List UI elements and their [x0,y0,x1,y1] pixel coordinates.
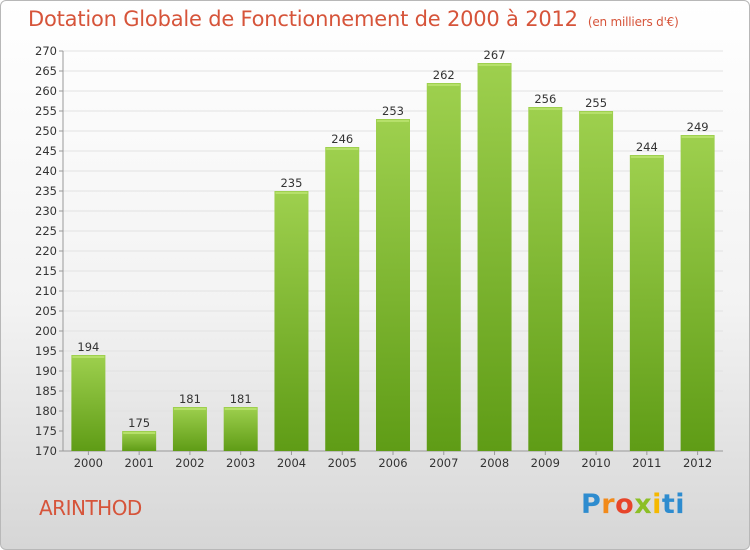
bar [122,431,157,451]
data-label: 255 [585,96,607,110]
y-tick-label: 245 [35,144,57,158]
bar-highlight [173,408,206,410]
x-tick-label: 2004 [277,456,306,470]
bar-highlight [427,84,460,86]
chart-title-text: Dotation Globale de Fonctionnement de 20… [28,7,578,31]
x-tick-label: 2010 [581,456,610,470]
logo-letter: ti [661,489,686,520]
y-tick-label: 230 [35,204,57,218]
logo-letter: i [652,489,662,520]
data-label: 249 [687,120,709,134]
y-tick-label: 190 [35,364,57,378]
x-tick-label: 2009 [531,456,560,470]
data-label: 246 [331,132,353,146]
bar-highlight [123,432,156,434]
data-label: 194 [77,340,99,354]
bar-highlight [275,192,308,194]
commune-name: ARINTHOD [39,496,142,520]
data-label: 181 [230,392,252,406]
y-tick-label: 235 [35,184,57,198]
bar [223,407,258,451]
x-tick-label: 2000 [74,456,103,470]
y-tick-label: 200 [35,324,57,338]
x-tick-label: 2001 [125,456,154,470]
data-label: 244 [636,140,658,154]
logo-letter: x [634,489,653,520]
bar-highlight [529,108,562,110]
x-tick-label: 2005 [328,456,357,470]
y-tick-label: 225 [35,224,57,238]
bar-highlight [72,356,105,358]
bar [528,107,563,451]
y-tick-label: 180 [35,404,57,418]
proxiti-logo: Proxiti [581,489,685,520]
chart-subtitle: (en milliers d'€) [587,15,679,29]
x-tick-label: 2007 [429,456,458,470]
logo-letter: P [581,489,602,520]
bar [629,155,664,451]
chart-title: Dotation Globale de Fonctionnement de 20… [28,7,679,31]
bar-highlight [377,120,409,122]
bars [71,63,715,451]
labels: 170 175 180 185 190 195 200 205 210 215 220 225 230 2… [35,44,712,470]
data-label: 262 [433,68,455,82]
bar [579,111,614,451]
y-tick-label: 205 [35,304,57,318]
y-tick-label: 170 [35,444,57,458]
x-tick-label: 2003 [226,456,255,470]
data-label: 256 [534,92,556,106]
y-tick-label: 215 [35,264,57,278]
bar [325,147,360,451]
bar [477,63,512,451]
bar [680,135,715,451]
x-tick-label: 2008 [480,456,509,470]
x-tick-label: 2011 [632,456,661,470]
x-tick-label: 2012 [683,456,712,470]
data-label: 267 [484,48,506,62]
x-tick-label: 2002 [175,456,204,470]
data-label: 175 [128,416,150,430]
y-tick-label: 210 [35,284,57,298]
y-tick-label: 250 [35,124,57,138]
y-tick-label: 185 [35,384,57,398]
bar [172,407,207,451]
y-tick-label: 255 [35,104,57,118]
y-tick-label: 220 [35,244,57,258]
bar-highlight [326,148,359,150]
y-tick-label: 240 [35,164,57,178]
y-tick-label: 270 [35,44,57,58]
y-tick-label: 195 [35,344,57,358]
bar [71,355,106,451]
y-tick-label: 265 [35,64,57,78]
data-label: 235 [280,176,302,190]
bar-highlight [681,136,714,138]
y-tick-label: 260 [35,84,57,98]
logo-letter: o [615,489,635,520]
data-label: 181 [179,392,201,406]
bar-highlight [224,408,257,410]
data-label: 253 [382,104,404,118]
y-tick-label: 175 [35,424,57,438]
bar [376,119,410,451]
x-tick-label: 2006 [378,456,407,470]
bar-highlight [478,64,511,66]
bar-highlight [580,112,613,114]
logo-letter: r [601,489,616,520]
bar [426,83,461,451]
bar-highlight [630,156,663,158]
bar [274,191,309,451]
